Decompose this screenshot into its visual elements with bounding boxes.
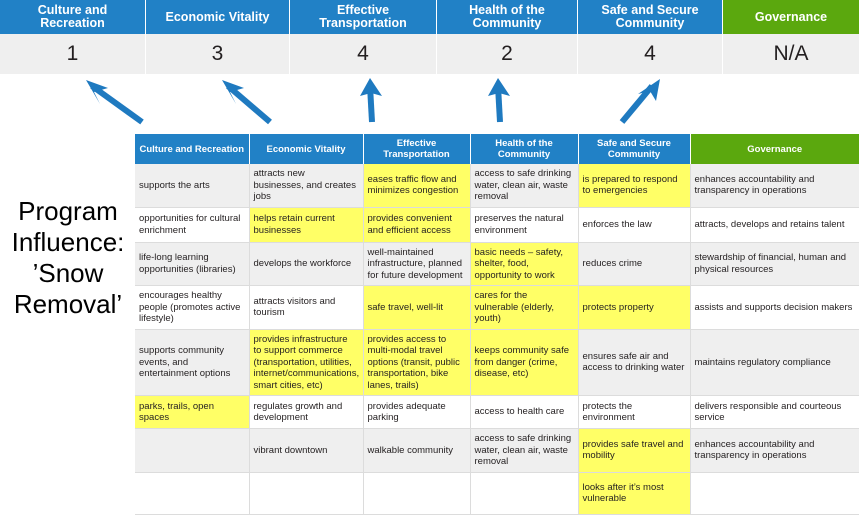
matrix-cell bbox=[470, 472, 579, 515]
matrix-cell: cares for the vulnerable (elderly, youth… bbox=[470, 285, 579, 330]
caption-line-2: Influence: bbox=[11, 227, 125, 257]
table-row: supports the arts attracts new businesses… bbox=[135, 164, 859, 208]
matrix-cell: provides safe travel and mobility bbox=[578, 428, 691, 473]
matrix-cell: regulates growth and development bbox=[249, 395, 364, 429]
matrix-header-health-of-the-community[interactable]: Health of the Community bbox=[470, 134, 579, 164]
matrix-cell bbox=[135, 428, 250, 473]
matrix-cell: parks, trails, open spaces bbox=[135, 395, 250, 429]
matrix-cell: reduces crime bbox=[578, 242, 691, 286]
matrix-cell: access to health care bbox=[470, 395, 579, 429]
matrix-cell: eases traffic flow and minimizes congest… bbox=[363, 164, 471, 208]
matrix-cell: walkable community bbox=[363, 428, 471, 473]
matrix-cell bbox=[690, 472, 859, 515]
scorecard-value-economic-vitality: 3 bbox=[146, 34, 290, 74]
table-row: supports community events, and entertain… bbox=[135, 329, 859, 396]
table-row: opportunities for cultural enrichment hel… bbox=[135, 207, 859, 243]
matrix-cell: develops the workforce bbox=[249, 242, 364, 286]
matrix-cell: life-long learning opportunities (librar… bbox=[135, 242, 250, 286]
scorecard-value-row: 1 3 4 2 4 N/A bbox=[0, 34, 859, 74]
matrix-cell: provides access to multi-modal travel op… bbox=[363, 329, 471, 396]
matrix-cell: vibrant downtown bbox=[249, 428, 364, 473]
matrix-cell: enhances accountability and transparency… bbox=[690, 164, 859, 208]
arrowhead-safe-and-secure-community bbox=[638, 79, 660, 101]
matrix-cell: opportunities for cultural enrichment bbox=[135, 207, 250, 243]
arrowhead-economic-vitality bbox=[222, 80, 244, 104]
matrix-header-row: Culture and Recreation Economic Vitality… bbox=[135, 134, 859, 164]
matrix-cell: attracts new businesses, and creates job… bbox=[249, 164, 364, 208]
influence-arrows-group bbox=[86, 78, 660, 125]
arrow-to-culture-and-recreation bbox=[90, 83, 144, 125]
matrix-cell: safe travel, well-lit bbox=[363, 285, 471, 330]
matrix-cell: attracts visitors and tourism bbox=[249, 285, 364, 330]
matrix-cell: is prepared to respond to emergencies bbox=[578, 164, 691, 208]
scorecard-header-culture-and-recreation[interactable]: Culture and Recreation bbox=[0, 0, 146, 34]
scorecard-header-row: Culture and Recreation Economic Vitality… bbox=[0, 0, 859, 34]
table-row: encourages healthy people (promotes acti… bbox=[135, 285, 859, 330]
matrix-header-governance[interactable]: Governance bbox=[690, 134, 859, 164]
matrix-cell: protects the environment bbox=[578, 395, 691, 429]
matrix-cell: provides adequate parking bbox=[363, 395, 471, 429]
matrix-cell: delivers responsible and courteous servi… bbox=[690, 395, 859, 429]
arrow-to-economic-vitality bbox=[226, 83, 272, 125]
matrix-cell: attracts, develops and retains talent bbox=[690, 207, 859, 243]
matrix-cell: access to safe drinking water, clean air… bbox=[470, 428, 579, 473]
arrowhead-culture-and-recreation bbox=[86, 80, 108, 104]
matrix-cell: well-maintained infrastructure, planned … bbox=[363, 242, 471, 286]
matrix-cell: enforces the law bbox=[578, 207, 691, 243]
scorecard-header-governance[interactable]: Governance bbox=[723, 0, 859, 34]
caption-line-3: ’Snow bbox=[32, 258, 104, 288]
arrowhead-effective-transportation bbox=[360, 78, 382, 96]
matrix-header-culture-and-recreation[interactable]: Culture and Recreation bbox=[135, 134, 250, 164]
matrix-cell: ensures safe air and access to drinking … bbox=[578, 329, 691, 396]
scorecard-header-economic-vitality[interactable]: Economic Vitality bbox=[146, 0, 290, 34]
matrix-cell: keeps community safe from danger (crime,… bbox=[470, 329, 579, 396]
outcomes-matrix-table: Culture and Recreation Economic Vitality… bbox=[135, 134, 859, 515]
scorecard-value-safe-and-secure-community: 4 bbox=[578, 34, 723, 74]
matrix-body: supports the arts attracts new businesses… bbox=[135, 164, 859, 515]
table-row: vibrant downtown walkable community access… bbox=[135, 428, 859, 473]
arrow-to-safe-and-secure-community bbox=[619, 84, 655, 124]
scorecard-value-culture-and-recreation: 1 bbox=[0, 34, 146, 74]
matrix-cell: encourages healthy people (promotes acti… bbox=[135, 285, 250, 330]
matrix-cell: helps retain current businesses bbox=[249, 207, 364, 243]
matrix-header-economic-vitality[interactable]: Economic Vitality bbox=[249, 134, 364, 164]
matrix-cell: assists and supports decision makers bbox=[690, 285, 859, 330]
matrix-cell: provides infrastructure to support comme… bbox=[249, 329, 364, 396]
scorecard-header-safe-and-secure-community[interactable]: Safe and Secure Community bbox=[578, 0, 723, 34]
scorecard-value-effective-transportation: 4 bbox=[290, 34, 437, 74]
matrix-cell: supports community events, and entertain… bbox=[135, 329, 250, 396]
caption-line-1: Program bbox=[18, 196, 118, 226]
matrix-header-effective-transportation[interactable]: Effective Transportation bbox=[363, 134, 471, 164]
arrowhead-health-of-the-community bbox=[488, 78, 510, 96]
table-row: life-long learning opportunities (librar… bbox=[135, 242, 859, 286]
matrix-cell: protects property bbox=[578, 285, 691, 330]
scorecard-value-governance: N/A bbox=[773, 42, 809, 65]
matrix-header-safe-and-secure-community[interactable]: Safe and Secure Community bbox=[578, 134, 691, 164]
table-row: parks, trails, open spaces regulates grow… bbox=[135, 395, 859, 429]
matrix-cell: provides convenient and efficient access bbox=[363, 207, 471, 243]
matrix-cell: access to safe drinking water, clean air… bbox=[470, 164, 579, 208]
scorecard-header-effective-transportation[interactable]: Effective Transportation bbox=[290, 0, 437, 34]
scorecard-header-health-of-the-community[interactable]: Health of the Community bbox=[437, 0, 578, 34]
matrix-cell: maintains regulatory compliance bbox=[690, 329, 859, 396]
scorecard-summary: Culture and Recreation Economic Vitality… bbox=[0, 0, 859, 74]
matrix-cell bbox=[363, 472, 471, 515]
matrix-cell bbox=[135, 472, 250, 515]
matrix-cell: stewardship of financial, human and phys… bbox=[690, 242, 859, 286]
matrix-cell bbox=[249, 472, 364, 515]
matrix-cell: supports the arts bbox=[135, 164, 250, 208]
caption-line-4: Removal’ bbox=[13, 289, 123, 319]
matrix-cell: enhances accountability and transparency… bbox=[690, 428, 859, 473]
program-influence-caption: Program Influence: ’Snow Removal’ bbox=[4, 196, 132, 320]
matrix-cell: preserves the natural environment bbox=[470, 207, 579, 243]
matrix-cell: looks after it’s most vulnerable bbox=[578, 472, 691, 515]
table-row: looks after it’s most vulnerable bbox=[135, 472, 859, 515]
scorecard-value-health-of-the-community: 2 bbox=[437, 34, 578, 74]
matrix-cell: basic needs – safety, shelter, food, opp… bbox=[470, 242, 579, 286]
